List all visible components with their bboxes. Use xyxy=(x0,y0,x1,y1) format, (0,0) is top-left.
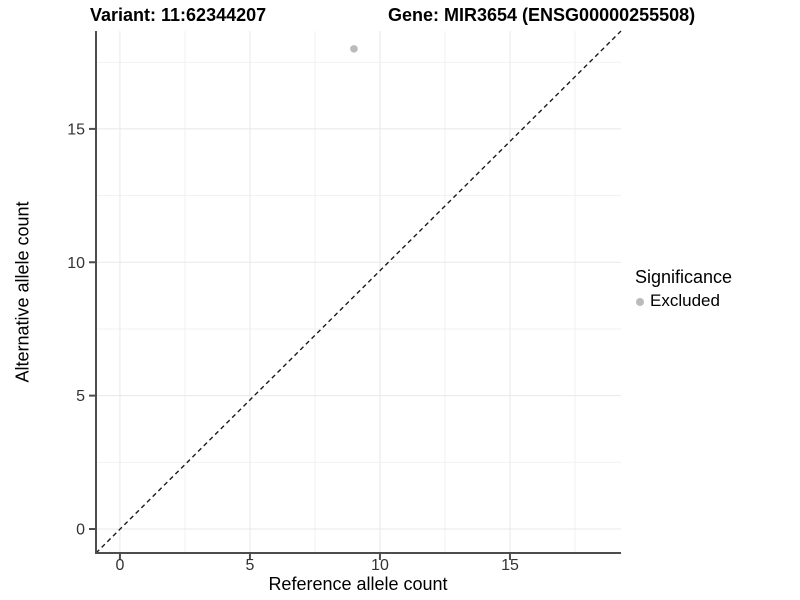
svg-text:10: 10 xyxy=(371,557,389,574)
svg-text:15: 15 xyxy=(501,557,519,574)
y-tick-labels: 0 5 10 15 xyxy=(67,121,85,538)
legend-point-icon xyxy=(636,297,644,306)
plot-title-variant: Variant: 11:62344207 xyxy=(90,5,267,25)
x-axis-title: Reference allele count xyxy=(268,574,448,594)
legend-item-label: Excluded xyxy=(650,291,720,310)
svg-text:5: 5 xyxy=(245,557,254,574)
svg-text:0: 0 xyxy=(76,521,85,538)
legend: Significance Excluded xyxy=(635,267,732,311)
legend-title: Significance xyxy=(635,267,733,287)
svg-text:10: 10 xyxy=(67,255,85,272)
legend-item-excluded: Excluded xyxy=(635,291,732,311)
x-tick-labels: 0 5 10 15 xyxy=(115,557,518,574)
svg-text:5: 5 xyxy=(76,388,85,405)
series-excluded xyxy=(350,45,358,53)
svg-text:0: 0 xyxy=(115,557,124,574)
identity-reference-line xyxy=(95,30,622,554)
axis-ticks xyxy=(89,127,511,560)
major-gridlines xyxy=(96,31,621,553)
plot-title-gene: Gene: MIR3654 (ENSG00000255508) xyxy=(388,5,696,25)
data-point xyxy=(350,45,358,53)
svg-text:15: 15 xyxy=(67,121,85,138)
axis-lines xyxy=(95,31,621,554)
minor-gridlines xyxy=(96,31,621,553)
